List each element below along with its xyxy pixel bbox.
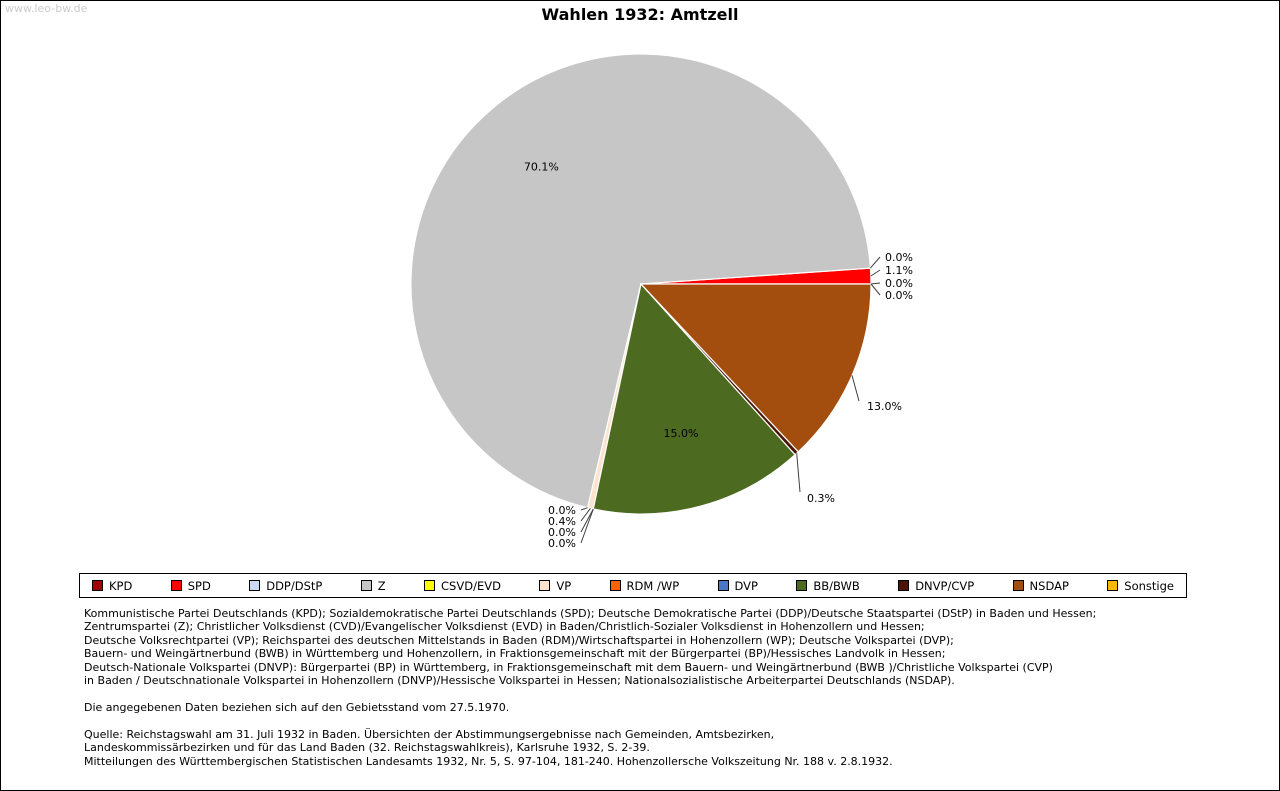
pie-slice-NSDAP bbox=[639, 283, 872, 453]
party-description-line: Zentrumspartei (Z); Christlicher Volksdi… bbox=[84, 620, 925, 634]
legend-item-RDM /WP: RDM /WP bbox=[609, 578, 680, 593]
legend-swatch bbox=[92, 580, 103, 591]
legend-item-NSDAP: NSDAP bbox=[1012, 578, 1069, 593]
pie-label-CSVD/EVD: 0.0% bbox=[548, 504, 576, 517]
legend-swatch bbox=[1012, 580, 1024, 591]
pie-label-DVP: 0.0% bbox=[548, 537, 576, 550]
leader-line-DDP/DStP bbox=[870, 256, 881, 269]
legend-item-SPD: SPD bbox=[170, 578, 211, 593]
leader-line-NSDAP bbox=[851, 375, 860, 402]
legend-label: RDM /WP bbox=[626, 578, 680, 593]
legend-label: DVP bbox=[734, 578, 758, 593]
source-citation: Quelle: Reichstagswahl am 31. Juli 1932 … bbox=[84, 728, 893, 768]
pie-label-SPD: 1.1% bbox=[885, 264, 913, 277]
leader-line-VP bbox=[580, 508, 591, 522]
leader-line-SPD bbox=[870, 269, 881, 277]
legend-label: CSVD/EVD bbox=[441, 578, 501, 593]
pie-label-DDP/DStP: 0.0% bbox=[885, 251, 913, 264]
chart-title: Wahlen 1932: Amtzell bbox=[541, 5, 739, 24]
legend-swatch bbox=[424, 580, 436, 591]
party-description-line: Deutsche Volksrechtpartei (VP); Reichspa… bbox=[84, 633, 954, 647]
legend-swatch bbox=[170, 580, 182, 591]
leader-line-DNVP/CVP bbox=[796, 453, 801, 493]
legend-swatch bbox=[1107, 580, 1119, 591]
legend-swatch bbox=[360, 580, 372, 591]
legend-item-DVP: DVP bbox=[717, 578, 758, 593]
leader-line-KPD bbox=[870, 282, 881, 285]
leader-line-Sonstige bbox=[870, 283, 881, 296]
pie-label-BB/BWB: 15.0% bbox=[664, 427, 699, 440]
pie-label-VP: 0.4% bbox=[548, 515, 576, 528]
pie-label-NSDAP: 13.0% bbox=[867, 400, 902, 413]
source-line: Mitteilungen des Württembergischen Stati… bbox=[84, 754, 893, 768]
legend-item-DDP/DStP: DDP/DStP bbox=[249, 579, 322, 593]
legend-label: Sonstige bbox=[1124, 578, 1174, 593]
pie-label-DNVP/CVP: 0.3% bbox=[807, 492, 835, 505]
party-descriptions: Kommunistische Partei Deutschlands (KPD)… bbox=[84, 607, 1096, 687]
pie-label-KPD: 0.0% bbox=[885, 277, 913, 290]
legend-item-BB/BWB: BB/BWB bbox=[796, 578, 860, 593]
source-line: Landeskommissärbezirken und für das Land… bbox=[84, 741, 650, 755]
source-line: Quelle: Reichstagswahl am 31. Juli 1932 … bbox=[84, 728, 775, 741]
territory-note: Die angegebenen Daten beziehen sich auf … bbox=[84, 701, 510, 714]
legend-swatch bbox=[249, 580, 261, 591]
legend-label: Z bbox=[377, 578, 386, 593]
leader-line-DVP bbox=[580, 508, 594, 544]
legend-label: KPD bbox=[109, 578, 133, 593]
legend-swatch bbox=[898, 580, 910, 591]
pie-slice-Z bbox=[410, 53, 872, 509]
legend-label: DDP/DStP bbox=[266, 578, 323, 593]
legend-label: NSDAP bbox=[1029, 578, 1069, 593]
party-description-line: in Baden / Deutschnationale Volkspartei … bbox=[84, 674, 955, 688]
legend-item-DNVP/CVP: DNVP/CVP bbox=[898, 579, 974, 593]
legend-item-Z: Z bbox=[360, 578, 386, 593]
legend-item-CSVD/EVD: CSVD/EVD bbox=[424, 579, 501, 593]
pie-label-RDM /WP: 0.0% bbox=[548, 526, 576, 539]
party-description-line: Kommunistische Partei Deutschlands (KPD)… bbox=[84, 607, 1097, 620]
leader-line-RDM /WP bbox=[580, 508, 594, 533]
legend-label: VP bbox=[556, 578, 572, 593]
legend-swatch bbox=[796, 580, 808, 591]
legend-item-VP: VP bbox=[539, 579, 571, 593]
pie-slice-BB/BWB bbox=[592, 282, 796, 515]
legend-swatch bbox=[717, 580, 729, 591]
legend-label: SPD bbox=[187, 578, 211, 593]
site-watermark: www.leo-bw.de bbox=[5, 2, 88, 15]
pie-label-Sonstige: 0.0% bbox=[885, 289, 913, 302]
legend-swatch bbox=[609, 580, 621, 591]
party-description-line: Deutsch-Nationale Volkspartei (DNVP): Bü… bbox=[84, 660, 1053, 674]
party-description-line: Bauern- und Weingärtnerbund (BWB) in Wür… bbox=[84, 647, 946, 661]
legend-item-Sonstige: Sonstige bbox=[1107, 579, 1174, 593]
legend-swatch bbox=[539, 580, 551, 591]
legend-label: DNVP/CVP bbox=[915, 578, 975, 593]
legend-item-KPD: KPD bbox=[92, 579, 132, 593]
pie-label-Z: 70.1% bbox=[524, 160, 559, 173]
leader-line-CSVD/EVD bbox=[580, 507, 588, 511]
legend-label: BB/BWB bbox=[813, 578, 860, 593]
legend: KPD SPD DDP/DStP Z CSVD/EVD VP RDM /WP DVP BB/BW… bbox=[79, 573, 1187, 598]
